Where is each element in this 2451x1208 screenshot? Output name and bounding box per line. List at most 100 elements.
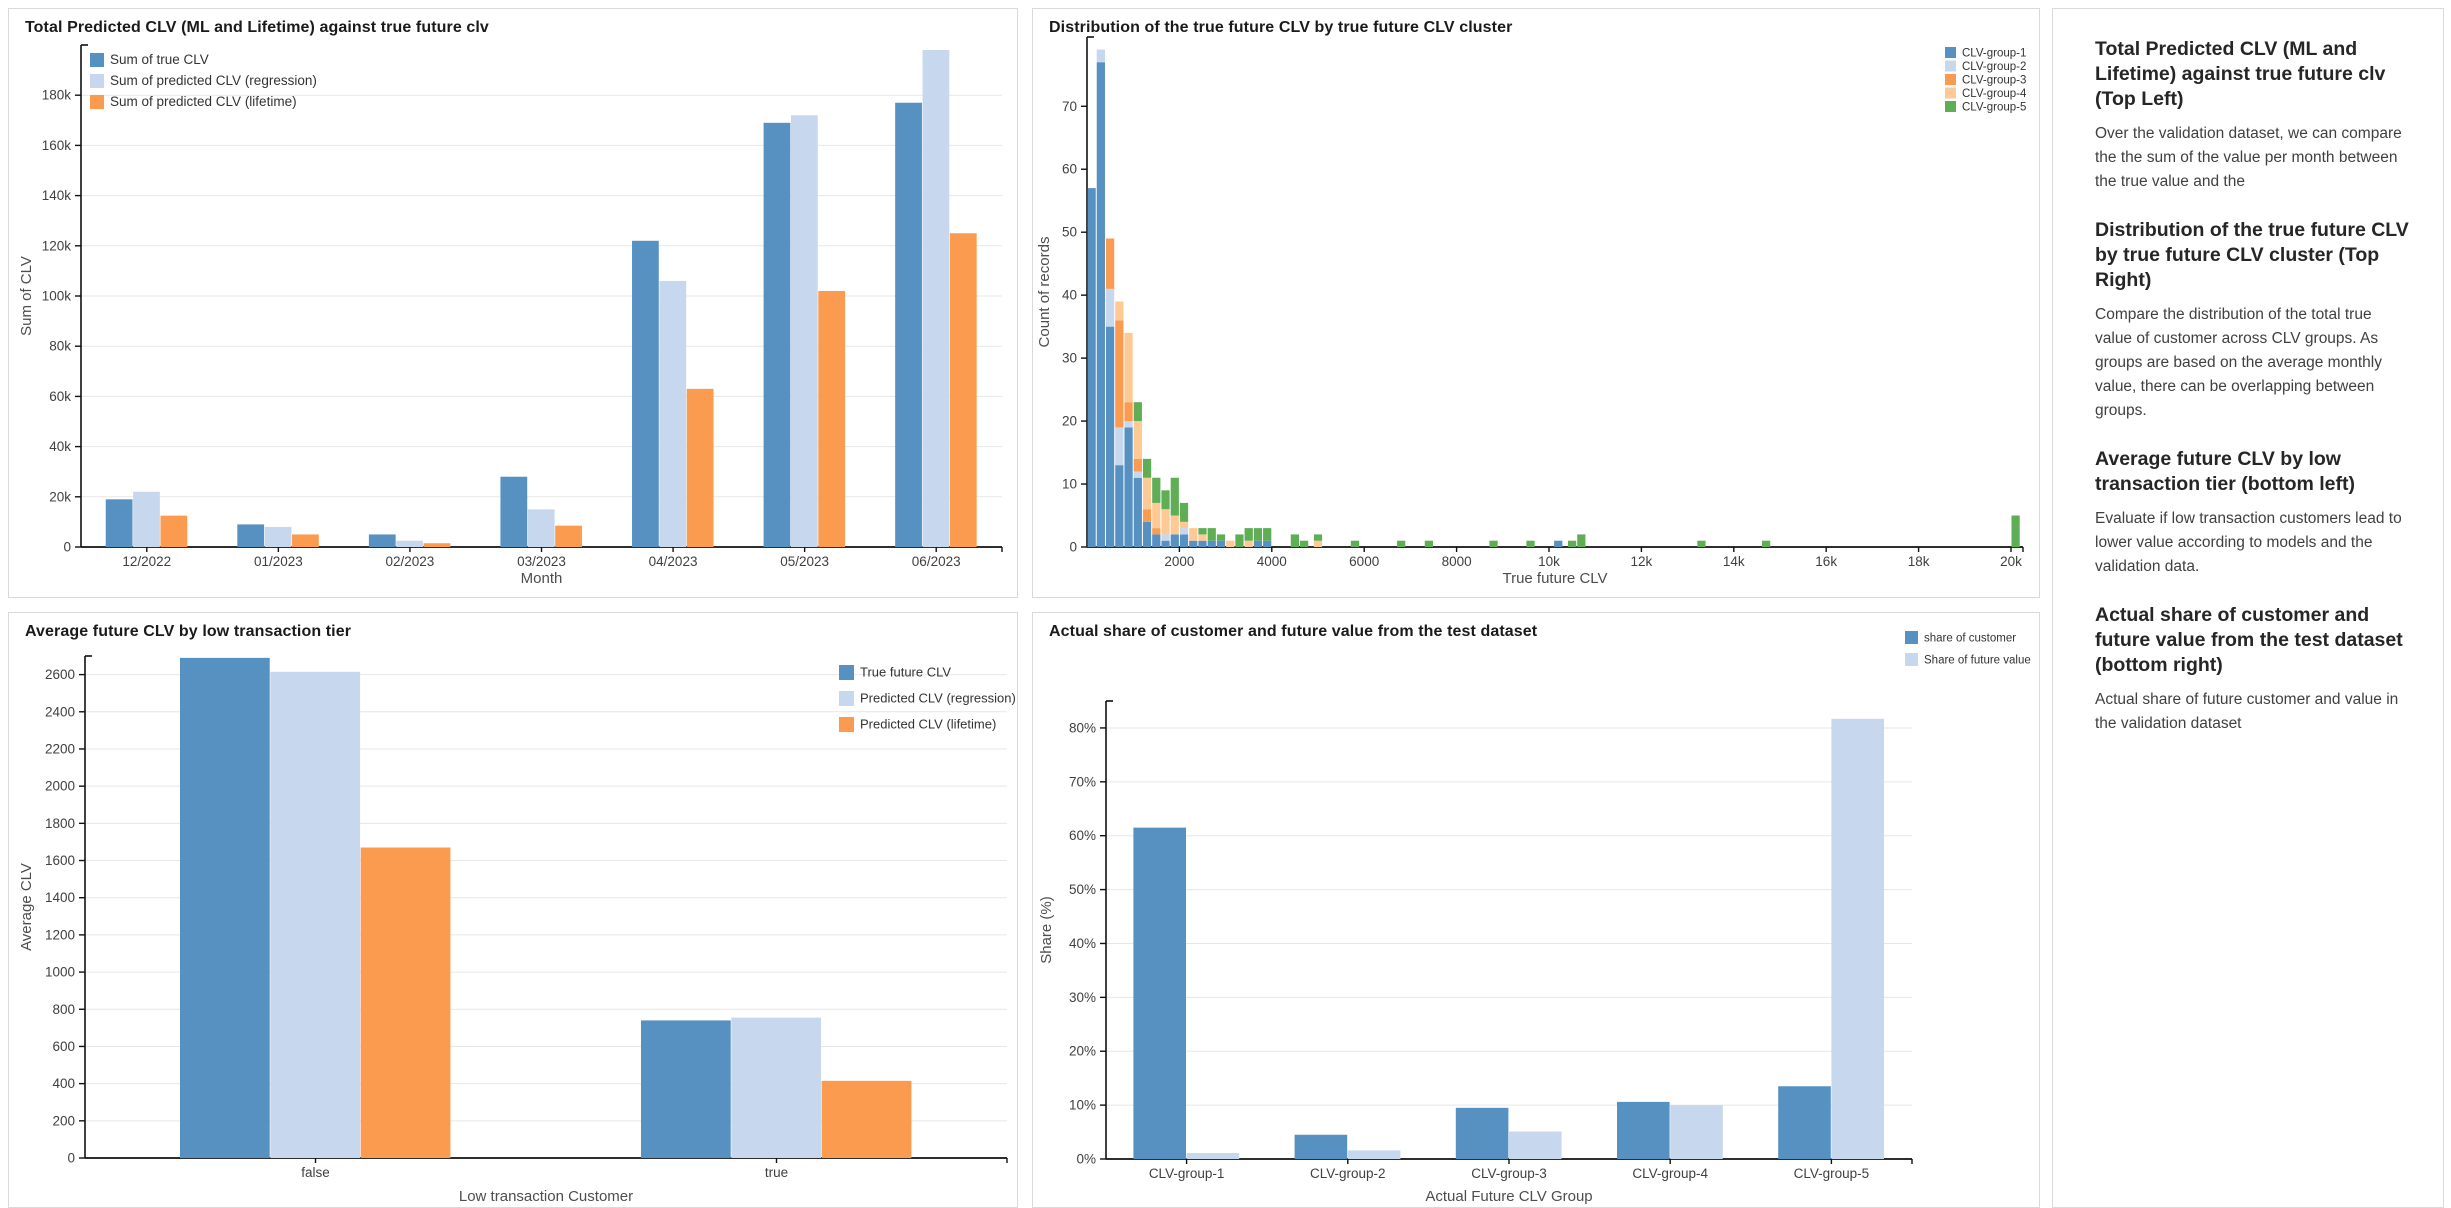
x-axis-labels: false true: [301, 1158, 788, 1180]
legend[interactable]: share of customer Share of future value: [1905, 631, 2031, 667]
histogram-segment: [1216, 540, 1226, 547]
share-of-customer-chart[interactable]: 0% 10% 20% 30% 40% 50% 60% 70% 80% Actual Future …: [1033, 613, 2039, 1207]
svg-text:40k: 40k: [49, 439, 71, 454]
histogram-segment: [1300, 540, 1309, 547]
svg-text:140k: 140k: [42, 188, 72, 203]
average-clv-by-tier-chart[interactable]: 0 200 400 600 800 1000 1200 1400 1600 1800 2000 220…: [9, 613, 1017, 1207]
bars[interactable]: [179, 657, 912, 1158]
bar: [270, 671, 361, 1158]
legend-swatch: [90, 74, 104, 88]
y-axis-title: Share (%): [1038, 896, 1055, 964]
chart-title-share-of-customer: Actual share of customer and future valu…: [1049, 623, 1538, 640]
histogram-segment: [1253, 540, 1263, 547]
histogram-segment: [1142, 477, 1152, 510]
bars[interactable]: [1133, 718, 1884, 1159]
bar: [1509, 1131, 1562, 1159]
legend-swatch: [839, 717, 854, 732]
histogram-segment: [1189, 540, 1198, 547]
bar: [1778, 1086, 1831, 1159]
svg-text:10%: 10%: [1069, 1098, 1096, 1113]
svg-text:12/2022: 12/2022: [122, 554, 171, 569]
svg-text:06/2023: 06/2023: [912, 554, 961, 569]
svg-text:80k: 80k: [49, 339, 71, 354]
histogram-segment: [1244, 540, 1253, 547]
legend-label: share of customer: [1924, 633, 2016, 645]
svg-text:20%: 20%: [1069, 1044, 1096, 1059]
svg-text:60: 60: [1062, 162, 1077, 177]
clv-distribution-histogram[interactable]: 0 10 20 30 40 50 60 70 True future CLV Count of r…: [1033, 9, 2039, 597]
histogram-segment: [1124, 402, 1133, 422]
x-axis-labels: 2000 4000 6000 8000 10k 12k 14k 16k 18k 20k: [1164, 547, 2022, 569]
note-heading-bottom-left: Average future CLV by low transaction ti…: [2095, 447, 2356, 495]
axes: 0 20k 40k 60k 80k 100k 120k 140k 160k 180k: [42, 44, 1003, 555]
chart-title-average-clv-by-tier: Average future CLV by low transaction ti…: [25, 623, 352, 640]
histogram-segment: [1152, 534, 1161, 547]
note-body-bottom-right: Actual share of future customer and valu…: [2095, 690, 2399, 732]
legend[interactable]: CLV-group-1CLV-group-2CLV-group-3CLV-gro…: [1945, 47, 2027, 114]
histogram-segment: [1554, 540, 1563, 547]
svg-text:01/2023: 01/2023: [254, 554, 303, 569]
histogram-segment: [1161, 540, 1170, 547]
svg-text:true: true: [765, 1165, 788, 1180]
histogram-segment: [1161, 490, 1170, 510]
legend-swatch: [1945, 101, 1956, 112]
svg-text:4000: 4000: [1257, 554, 1287, 569]
histogram-segment: [1133, 471, 1142, 478]
svg-text:600: 600: [52, 1039, 75, 1054]
legend-label: Share of future value: [1924, 655, 2031, 667]
legend-swatch: [1905, 653, 1918, 666]
axes: 0% 10% 20% 30% 40% 50% 60% 70% 80%: [1069, 700, 1913, 1167]
svg-text:CLV-group-3: CLV-group-3: [1471, 1166, 1547, 1181]
legend-label: Sum of predicted CLV (lifetime): [110, 94, 297, 109]
bar: [396, 540, 424, 547]
svg-text:8000: 8000: [1442, 554, 1472, 569]
bar: [500, 476, 528, 547]
histogram-segment: [1170, 477, 1179, 516]
svg-text:false: false: [301, 1165, 330, 1180]
histogram-segment: [1179, 534, 1189, 547]
histogram-segment: [1263, 528, 1272, 541]
x-axis-labels: 12/2022 01/2023 02/2023 03/2023 04/2023 05/20…: [122, 547, 961, 569]
histogram-segment: [1133, 402, 1142, 422]
histogram-segment: [1170, 515, 1179, 535]
svg-text:CLV-group-2: CLV-group-2: [1310, 1166, 1386, 1181]
legend-label: Sum of predicted CLV (regression): [110, 73, 317, 88]
histogram-segment: [1142, 458, 1152, 478]
svg-text:CLV-group-5: CLV-group-5: [1794, 1166, 1870, 1181]
bar: [895, 102, 922, 547]
histogram-segment: [1115, 320, 1124, 428]
note-heading-bottom-right: Actual share of customer and future valu…: [2095, 603, 2403, 676]
histogram-segment: [1105, 288, 1115, 327]
legend-label: CLV-group-3: [1962, 75, 2026, 87]
svg-text:200: 200: [52, 1113, 75, 1128]
note-body-top-right: Compare the distribution of the total tr…: [2095, 305, 2382, 419]
bar: [818, 290, 846, 547]
histogram-segment: [1179, 528, 1189, 535]
bar: [821, 1080, 912, 1158]
histogram-bars[interactable]: [1087, 49, 2020, 548]
svg-text:60%: 60%: [1069, 828, 1096, 843]
histogram-segment: [1133, 421, 1142, 459]
histogram-segment: [1526, 540, 1535, 547]
legend[interactable]: True future CLV Predicted CLV (regression…: [839, 665, 1016, 733]
histogram-segment: [1198, 540, 1207, 547]
legend-label: Predicted CLV (lifetime): [860, 717, 996, 732]
bar: [423, 543, 451, 547]
histogram-segment: [1198, 528, 1207, 535]
bar: [1617, 1101, 1670, 1159]
svg-text:160k: 160k: [42, 138, 72, 153]
legend[interactable]: Sum of true CLV Sum of predicted CLV (reg…: [90, 52, 317, 109]
x-axis-title: True future CLV: [1502, 570, 1607, 587]
svg-text:10k: 10k: [1538, 554, 1560, 569]
note-heading-top-right: Distribution of the true future CLV by t…: [2095, 218, 2409, 291]
histogram-segment: [1142, 521, 1152, 547]
total-predicted-clv-chart[interactable]: 0 20k 40k 60k 80k 100k 120k 140k 160k 180k Month Su…: [9, 9, 1017, 597]
histogram-segment: [1697, 540, 1706, 547]
bar: [264, 526, 292, 547]
svg-text:14k: 14k: [1723, 554, 1745, 569]
histogram-segment: [1087, 188, 1096, 547]
svg-text:02/2023: 02/2023: [386, 554, 435, 569]
histogram-segment: [1577, 534, 1586, 547]
svg-text:20k: 20k: [2000, 554, 2022, 569]
bars[interactable]: [105, 50, 977, 548]
